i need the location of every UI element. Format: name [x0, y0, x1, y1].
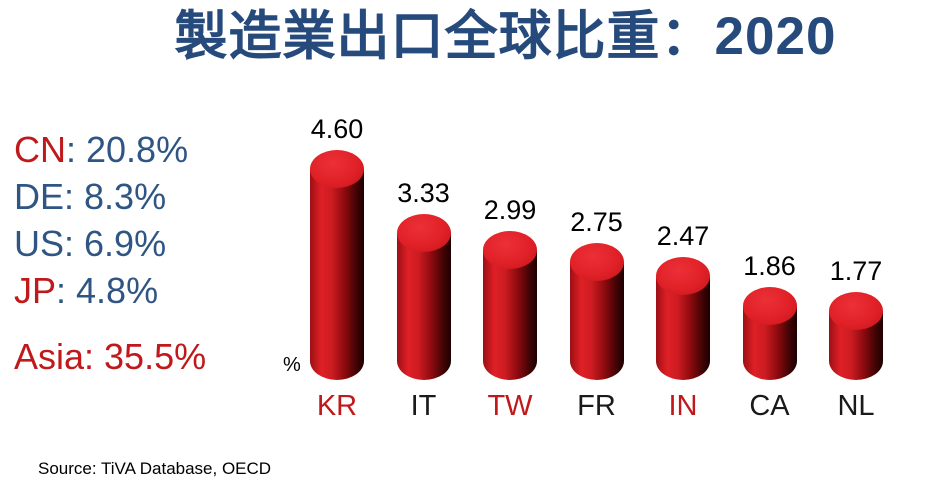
bar-value-label-fr: 2.75 [570, 206, 623, 237]
cylinder-top-ellipse [483, 230, 537, 269]
stat-country-code: CN [14, 129, 66, 170]
cylinder-body [483, 249, 537, 380]
bar-value-label-in: 2.47 [656, 220, 710, 251]
stat-value: : 35.5% [84, 336, 207, 377]
cylinder-body [396, 232, 451, 380]
cylinder-top-ellipse [396, 213, 451, 252]
bar-cylinder-in [656, 256, 710, 380]
bar-value-label-ca: 1.86 [743, 251, 796, 281]
stat-value: : 8.3% [64, 176, 167, 217]
stat-value: : 6.9% [64, 223, 167, 264]
bar-cylinder-tw [483, 230, 537, 380]
stat-country-code: Asia [14, 336, 85, 377]
bar-cylinder-kr [310, 150, 364, 380]
bar-value-label-it: 3.33 [397, 177, 450, 208]
stat-line-asia: Asia: 35.5% [14, 333, 206, 380]
stat-line-jp: JP: 4.8% [14, 267, 206, 314]
stat-value: : 20.8% [66, 129, 189, 170]
axis-label-tw: TW [487, 390, 533, 422]
source-note: Source: TiVA Database, OECD [38, 459, 272, 478]
bar-value-label-kr: 4.60 [310, 114, 364, 144]
cylinder-top-ellipse [742, 287, 797, 325]
bar-value-label-nl: 1.77 [829, 255, 883, 286]
y-axis-unit-label: % [283, 354, 301, 376]
stat-line-us: US: 6.9% [14, 220, 206, 267]
bar-value-label-tw: 2.99 [483, 194, 537, 225]
cylinder-body [310, 169, 364, 380]
cylinder-body [569, 261, 624, 380]
cylinder-top-ellipse [829, 291, 883, 330]
bar-cylinder-ca [742, 287, 797, 380]
chart-title: 製造業出口全球比重：2020 [174, 7, 837, 66]
stat-country-code: US [14, 223, 65, 264]
axis-label-nl: NL [837, 390, 875, 422]
axis-label-in: IN [668, 390, 698, 422]
stat-country-code: JP [14, 270, 57, 311]
cylinder-top-ellipse [569, 242, 624, 281]
stat-country-code: DE [14, 176, 65, 217]
axis-label-it: IT [410, 390, 437, 422]
stat-line-cn: CN: 20.8% [14, 126, 206, 173]
bar-cylinder-nl [829, 291, 883, 380]
cylinder-top-ellipse [310, 150, 364, 188]
bar-cylinder-it [396, 213, 451, 380]
cylinder-top-ellipse [656, 256, 710, 295]
stat-value: : 4.8% [56, 270, 159, 311]
axis-label-ca: CA [749, 390, 790, 422]
bar-cylinder-fr [569, 242, 624, 380]
axis-label-kr: KR [316, 390, 358, 422]
axis-label-fr: FR [577, 390, 616, 422]
stats-panel: CN: 20.8% DE: 8.3% US: 6.9% JP: 4.8% Asia: 3… [14, 126, 206, 380]
stat-line-de: DE: 8.3% [14, 173, 206, 220]
